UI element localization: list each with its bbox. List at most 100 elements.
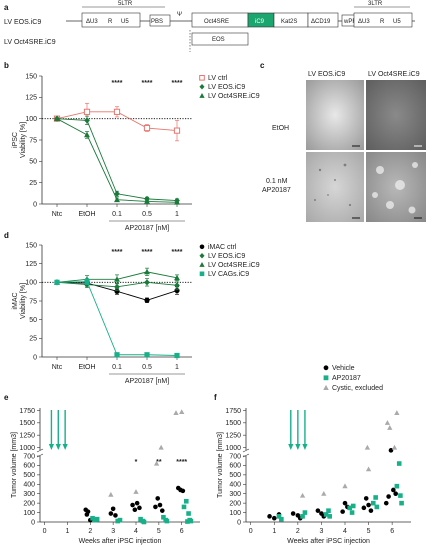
data-point (373, 495, 378, 500)
data-point (349, 510, 355, 515)
y-tick-label: 50 (29, 317, 37, 324)
data-point (54, 279, 60, 285)
axis-break (36, 448, 44, 453)
dU3-label: ΔU3 (86, 19, 98, 25)
data-point (290, 511, 296, 516)
significance-stars: **** (142, 80, 153, 87)
significance-stars: ** (156, 459, 162, 466)
y-tick-label: 300 (23, 491, 35, 498)
dU3-label-3: ΔU3 (358, 19, 370, 25)
data-point (183, 498, 189, 504)
legend-entry: LV Oct4SRE.iC9 (208, 93, 260, 100)
data-point (361, 505, 367, 511)
significance-stars: **** (112, 249, 123, 256)
data-point (84, 512, 90, 517)
y-axis-label-top: iMAC (12, 292, 19, 309)
micrograph-oct4sre-etoh (366, 80, 426, 150)
x-tick-label: 1 (65, 528, 69, 535)
psi-label: Ψ (177, 12, 182, 18)
x-tick-label: 2 (88, 528, 92, 535)
legend-marker (199, 253, 205, 259)
data-point (393, 491, 398, 497)
legend-entry: LV EOS.iC9 (208, 84, 245, 91)
data-point (132, 507, 138, 513)
treatment-arrowhead (55, 444, 61, 450)
legend-ef: Vehicle AP20187 Cystic, excluded (323, 365, 383, 392)
R-label: R (108, 19, 113, 25)
x-tick-label: 5 (367, 528, 371, 535)
data-point (94, 516, 100, 522)
data-point (137, 505, 142, 511)
x-tick-label: 3 (111, 528, 115, 535)
data-point (186, 511, 191, 516)
treatment-arrowhead (302, 444, 308, 450)
panel-label-b: b (4, 61, 9, 70)
data-point (179, 409, 185, 415)
panel-label-d: d (4, 231, 9, 240)
y-tick-label: 200 (229, 500, 241, 507)
data-point (279, 516, 284, 522)
y-tick-label: 0 (33, 201, 37, 208)
x-tick-label: 6 (390, 528, 394, 535)
y-tick-label: 1250 (19, 432, 35, 439)
data-point (300, 514, 305, 519)
y-tick-label: 1000 (19, 445, 35, 452)
y-tick-label: 300 (229, 491, 241, 498)
y-tick-label: 1000 (225, 445, 241, 452)
data-point (384, 420, 391, 425)
R-label-3: R (380, 19, 385, 25)
y-tick-label: 200 (23, 500, 35, 507)
data-point (161, 514, 166, 520)
legend-entry: AP20187 (332, 375, 361, 382)
data-point (315, 508, 321, 513)
data-point (144, 268, 150, 275)
data-point (174, 352, 180, 359)
x-tick-label: 4 (343, 528, 347, 535)
legend-marker (323, 375, 329, 381)
kat2s-label: Kat2S (281, 19, 297, 25)
data-point (114, 276, 120, 282)
y-tick-label: 150 (25, 242, 37, 249)
data-point (365, 466, 372, 472)
data-point (394, 483, 400, 489)
data-point (387, 425, 393, 430)
micrograph-row-1: EtOH (272, 125, 289, 132)
y-tick-label: 0 (237, 519, 241, 526)
micrograph-eos-etoh (306, 80, 364, 150)
axis-break (242, 448, 250, 453)
eos-label: EOS (212, 37, 225, 43)
U5-label: U5 (121, 19, 129, 25)
data-point (188, 518, 194, 524)
data-point (133, 489, 139, 494)
treatment-arrowhead (288, 444, 294, 450)
x-tick-label: 0.1 (112, 364, 122, 371)
y-tick-label: 1500 (19, 420, 35, 427)
y-tick-label: 100 (23, 510, 35, 517)
data-point (342, 483, 348, 489)
data-point (164, 518, 170, 524)
x-tick-label: 2 (296, 528, 300, 535)
data-point (54, 115, 60, 122)
y-axis-label: Tumor volume [mm3] (11, 432, 18, 498)
y-tick-label: 600 (229, 463, 241, 470)
treatment-arrowhead (48, 444, 55, 450)
data-point (153, 504, 158, 510)
data-point (155, 496, 161, 501)
micrograph-row-2b: AP20187 (262, 187, 291, 194)
micrograph-col-2: LV Oct4SRE.iC9 (368, 71, 420, 78)
y-tick-label: 100 (229, 510, 241, 517)
y-tick-label: 1750 (225, 408, 241, 415)
legend-entry: LV EOS.iC9 (208, 253, 245, 260)
y-tick-label: 125 (25, 95, 37, 102)
y-tick-label: 500 (23, 472, 35, 479)
data-point (326, 508, 331, 513)
x-tick-label: Ntc (52, 211, 63, 218)
chart-f-tumor-volume: 1000 1250 1500 1750 0 100 200 300 400 500 600 700 0 1… (217, 408, 411, 545)
data-point (173, 410, 179, 416)
data-point (157, 502, 163, 508)
data-point (181, 504, 187, 510)
data-point (144, 352, 150, 358)
x-tick-label: 0.5 (142, 364, 152, 371)
ltr3-label: 3LTR (368, 1, 383, 7)
x-tick-label: 3 (319, 528, 323, 535)
